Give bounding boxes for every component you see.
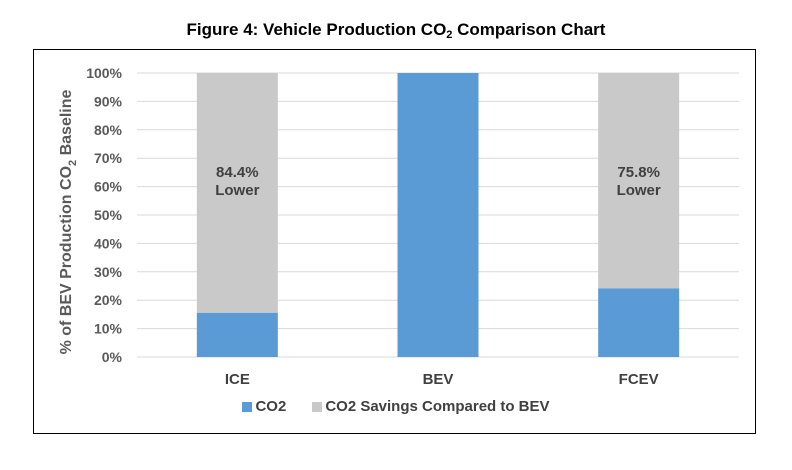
y-tick-label: 30% (94, 264, 123, 280)
bar-ice-co2 (196, 312, 278, 357)
legend-label-savings: CO2 Savings Compared to BEV (325, 398, 550, 415)
legend-label-co2: CO2 (255, 398, 287, 415)
bars (196, 73, 680, 357)
x-tick-label: FCEV (619, 371, 659, 388)
x-tick-label: BEV (423, 371, 454, 388)
annotation-value: 84.4% (216, 164, 259, 181)
figure-title: Figure 4: Vehicle Production CO2 Compari… (186, 20, 606, 41)
y-tick-label: 80% (94, 122, 123, 138)
y-tick-label: 10% (94, 321, 123, 337)
annotation-value: 75.8% (617, 164, 660, 181)
bar-ice-savings (196, 73, 278, 313)
y-tick-label: 40% (94, 235, 123, 251)
bar-fcev-co2 (598, 288, 680, 357)
x-tick-label: ICE (225, 371, 250, 388)
y-tick-label: 70% (94, 150, 123, 166)
y-tick-label: 60% (94, 179, 123, 195)
y-tick-label: 90% (94, 93, 123, 109)
y-tick-label: 50% (94, 207, 123, 223)
chart-frame (33, 49, 756, 434)
annotation-label: Lower (617, 182, 661, 199)
y-tick-label: 0% (102, 349, 123, 365)
y-axis-ticks: 0% 10% 20% 30% 40% 50% 60% 70% 80% 90% 100% (86, 65, 122, 365)
annotation-label: Lower (215, 182, 259, 199)
legend-swatch-co2 (242, 401, 253, 412)
legend-item-savings: CO2 Savings Compared to BEV (312, 398, 550, 415)
y-tick-label: 100% (86, 65, 122, 81)
bar-bev-co2 (397, 73, 479, 357)
bar-fcev-savings (598, 73, 680, 289)
legend-swatch-savings (312, 401, 323, 412)
y-tick-label: 20% (94, 292, 123, 308)
legend-item-co2: CO2 (242, 398, 286, 415)
x-axis-labels: ICE BEV FCEV (225, 371, 659, 388)
y-axis-label: % of BEV Production CO2 Baseline (58, 89, 79, 354)
legend: CO2 CO2 Savings Compared to BEV (0, 398, 792, 415)
